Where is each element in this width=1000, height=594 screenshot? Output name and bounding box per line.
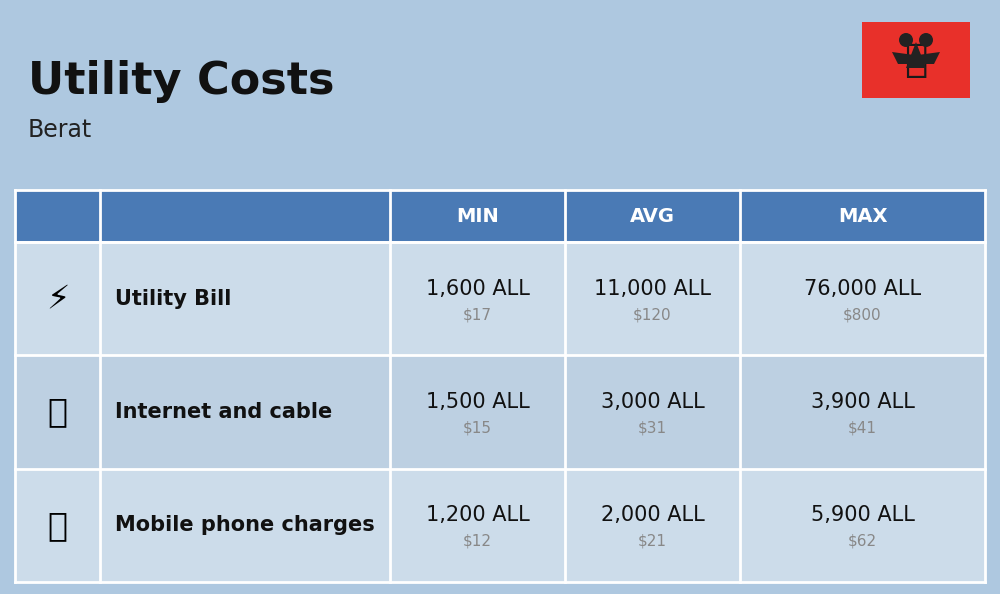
Bar xyxy=(15,355,985,469)
Text: 3,000 ALL: 3,000 ALL xyxy=(601,392,704,412)
Text: $41: $41 xyxy=(848,421,877,435)
Text: Internet and cable: Internet and cable xyxy=(115,402,332,422)
Text: 3,900 ALL: 3,900 ALL xyxy=(811,392,914,412)
Text: Berat: Berat xyxy=(28,118,92,142)
Text: 1,500 ALL: 1,500 ALL xyxy=(426,392,529,412)
Text: MIN: MIN xyxy=(456,207,499,226)
Text: $800: $800 xyxy=(843,307,882,322)
Polygon shape xyxy=(906,42,926,68)
Text: 1,600 ALL: 1,600 ALL xyxy=(426,279,529,299)
Text: $62: $62 xyxy=(848,534,877,549)
Text: 2,000 ALL: 2,000 ALL xyxy=(601,505,704,525)
Text: $120: $120 xyxy=(633,307,672,322)
Text: 5,900 ALL: 5,900 ALL xyxy=(811,505,914,525)
Text: 📡: 📡 xyxy=(48,396,68,428)
Text: 🦅: 🦅 xyxy=(904,41,928,79)
Bar xyxy=(15,242,985,355)
Text: Utility Costs: Utility Costs xyxy=(28,60,334,103)
Text: MAX: MAX xyxy=(838,207,887,226)
Text: $12: $12 xyxy=(463,534,492,549)
Text: ⚡: ⚡ xyxy=(46,282,69,315)
Polygon shape xyxy=(892,52,914,64)
Bar xyxy=(15,469,985,582)
Text: 11,000 ALL: 11,000 ALL xyxy=(594,279,711,299)
Polygon shape xyxy=(918,52,940,64)
Bar xyxy=(15,190,390,242)
Circle shape xyxy=(899,33,913,47)
Text: $15: $15 xyxy=(463,421,492,435)
Bar xyxy=(862,22,970,98)
Bar xyxy=(15,190,985,242)
Text: $17: $17 xyxy=(463,307,492,322)
Text: Mobile phone charges: Mobile phone charges xyxy=(115,516,375,535)
Text: $21: $21 xyxy=(638,534,667,549)
Text: $31: $31 xyxy=(638,421,667,435)
Circle shape xyxy=(919,33,933,47)
Text: Utility Bill: Utility Bill xyxy=(115,289,231,309)
Text: AVG: AVG xyxy=(630,207,675,226)
Text: 📱: 📱 xyxy=(48,509,68,542)
Text: 1,200 ALL: 1,200 ALL xyxy=(426,505,529,525)
Text: 76,000 ALL: 76,000 ALL xyxy=(804,279,921,299)
